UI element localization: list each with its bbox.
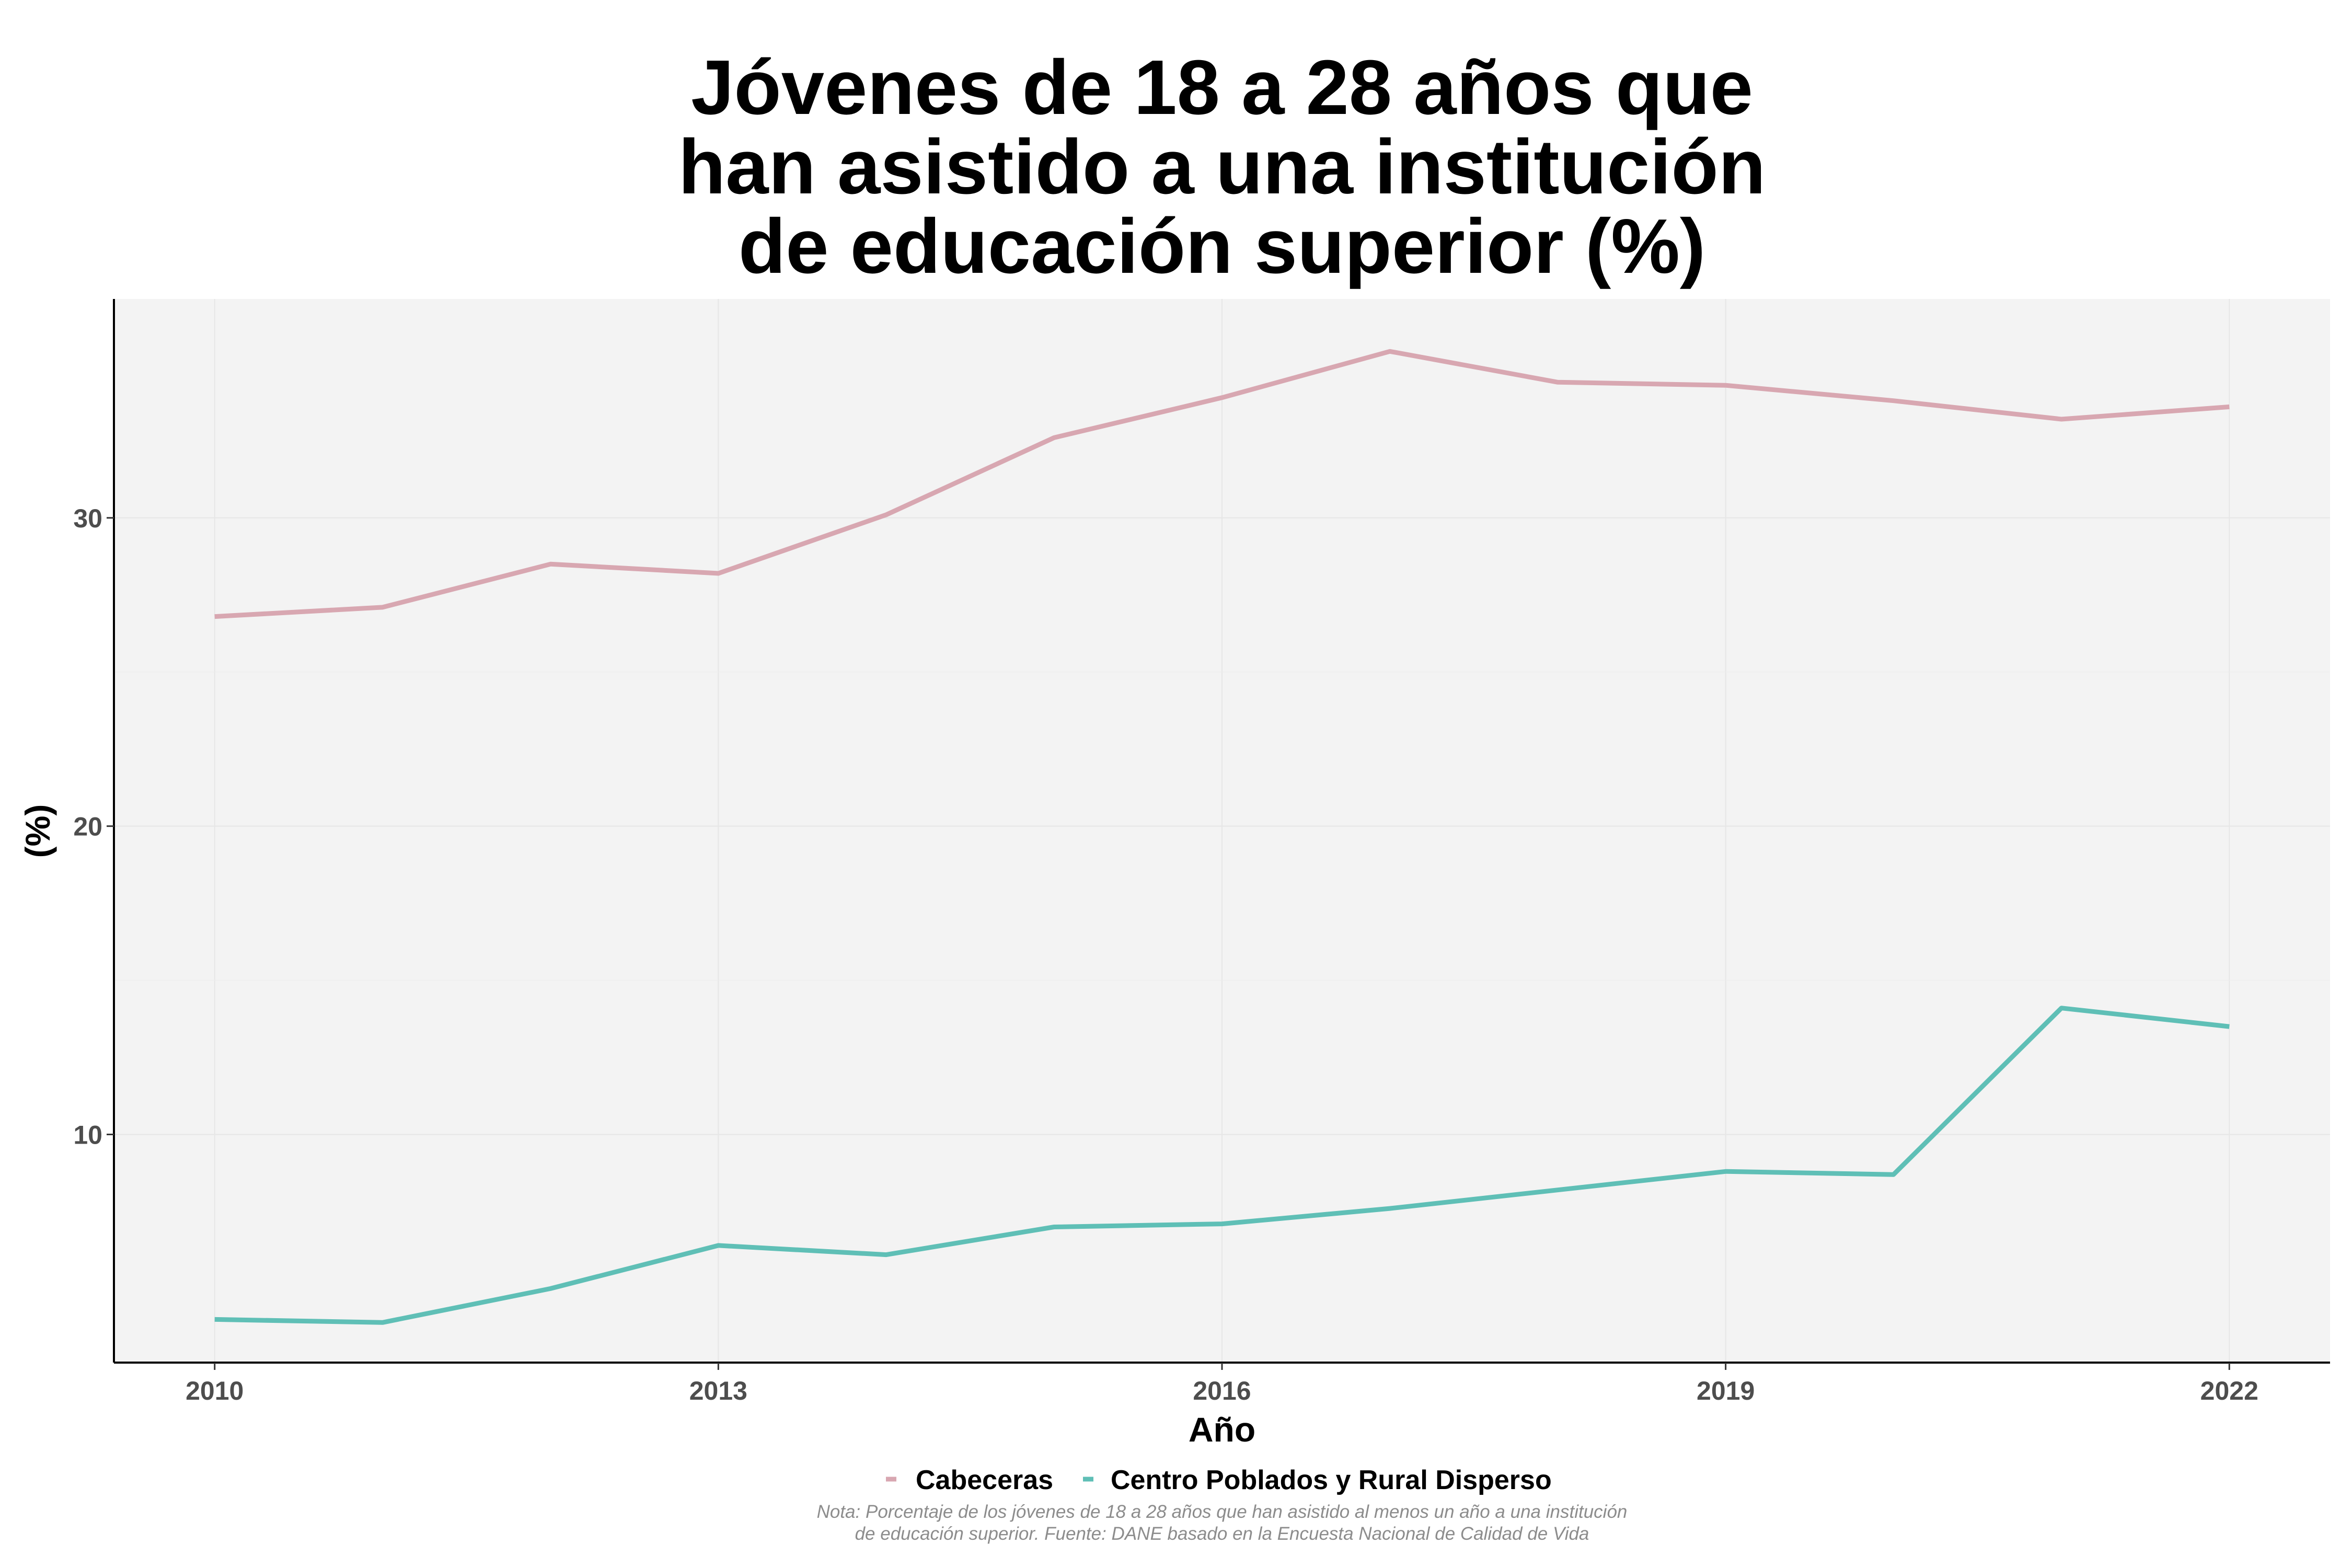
x-tick-label-2010: 2010	[186, 1376, 244, 1405]
axis-ticks: 2010 2013 2016 2019 2022 10 20 30	[73, 504, 2258, 1405]
y-axis-title: (%)	[18, 804, 57, 858]
y-tick-label-10: 10	[73, 1121, 102, 1150]
source-note-line-1: Nota: Porcentaje de los jóvenes de 18 a …	[817, 1502, 1628, 1522]
grid-lines	[114, 299, 2330, 1363]
y-tick-label-30: 30	[73, 504, 102, 533]
chart-title-line-1: Jóvenes de 18 a 28 años que	[691, 44, 1753, 131]
x-tick-label-2019: 2019	[1697, 1376, 1755, 1405]
source-note-line-2: de educación superior. Fuente: DANE basa…	[855, 1524, 1589, 1544]
legend: Cabeceras Centro Poblados y Rural Disper…	[886, 1465, 1552, 1495]
legend-label-cabeceras: Cabeceras	[916, 1465, 1053, 1495]
chart-title-line-2: han asistido a una institución	[678, 124, 1766, 210]
chart-title-line-3: de educación superior (%)	[739, 203, 1705, 290]
y-tick-label-20: 20	[73, 812, 102, 841]
legend-label-centro-poblados: Centro Poblados y Rural Disperso	[1111, 1465, 1552, 1495]
series-line-centro-poblados	[214, 1006, 2230, 1325]
x-tick-label-2013: 2013	[689, 1376, 747, 1405]
x-tick-label-2022: 2022	[2200, 1376, 2258, 1405]
series-line-cabeceras	[214, 349, 2230, 619]
series-lines	[214, 349, 2230, 1325]
x-axis-title: Año	[1189, 1410, 1255, 1449]
x-tick-label-2016: 2016	[1193, 1376, 1251, 1405]
